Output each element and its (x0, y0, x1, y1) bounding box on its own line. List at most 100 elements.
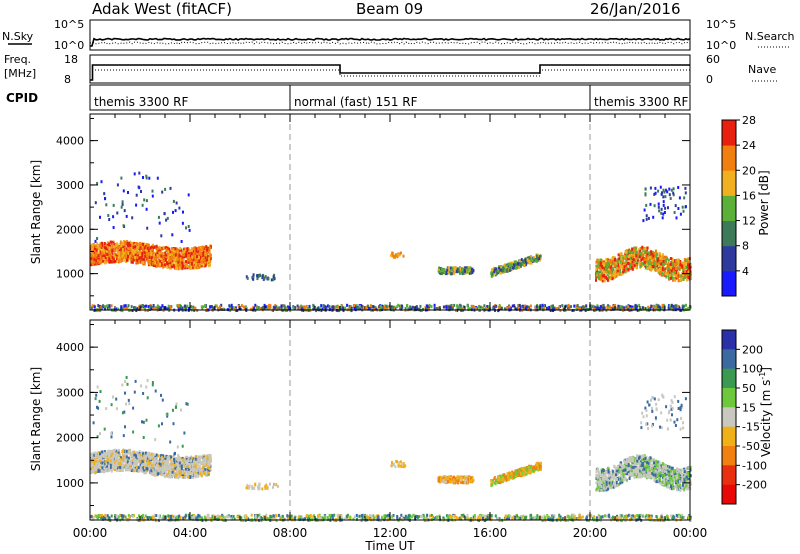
range-gate-point (201, 262, 204, 266)
range-gate-point (647, 305, 650, 309)
range-gate-point (118, 249, 121, 253)
range-gate-point (618, 257, 621, 261)
range-gate-point (575, 307, 578, 311)
range-gate-point (492, 307, 495, 311)
range-gate-point (169, 257, 172, 261)
range-gate-point (392, 305, 395, 309)
range-gate-point (183, 255, 186, 259)
range-gate-point (679, 259, 682, 263)
range-gate-point (173, 465, 176, 469)
range-gate-point (595, 278, 597, 282)
range-gate-point (486, 305, 489, 309)
range-gate-point (135, 193, 138, 197)
range-gate-point (358, 305, 361, 308)
range-gate-point (190, 251, 193, 255)
range-gate-point (490, 272, 493, 275)
range-gate-point (509, 266, 512, 270)
range-gate-point (687, 263, 689, 267)
range-gate-point (641, 253, 644, 256)
range-gate-point (676, 262, 679, 266)
range-gate-point (156, 260, 159, 264)
range-gate-point (129, 243, 132, 247)
range-gate-point (312, 307, 315, 311)
range-gate-point (139, 468, 142, 472)
range-gate-point (192, 475, 195, 479)
range-gate-point (506, 268, 509, 272)
range-gate-point (252, 273, 255, 277)
range-gate-point (479, 305, 482, 309)
range-gate-point (385, 304, 388, 308)
range-gate-point (650, 260, 653, 264)
range-gate-point (130, 305, 133, 309)
range-gate-point (90, 465, 93, 469)
range-gate-point (550, 305, 553, 309)
range-gate-point (140, 465, 143, 469)
range-gate-point (161, 246, 164, 250)
range-gate-point (199, 255, 202, 259)
range-gate-point (303, 305, 306, 309)
range-gate-point (316, 307, 319, 311)
range-gate-point (369, 304, 372, 308)
range-gate-point (116, 248, 119, 252)
range-gate-point (98, 462, 100, 466)
range-gate-point (675, 216, 678, 220)
range-gate-point (132, 258, 135, 261)
range-gate-point (500, 265, 503, 269)
range-gate-point (187, 225, 190, 228)
range-gate-point (442, 269, 445, 273)
cpid-segment-label: normal (fast) 151 RF (294, 95, 418, 109)
range-gate-point (640, 307, 643, 311)
range-gate-point (146, 246, 149, 250)
range-gate-point (137, 469, 140, 473)
range-gate-point (94, 464, 97, 468)
range-gate-point (502, 266, 505, 270)
range-gate-point (188, 260, 191, 264)
range-gate-point (105, 243, 107, 247)
range-gate-point (199, 248, 202, 252)
range-gate-point (561, 304, 564, 308)
range-gate-point (611, 275, 614, 279)
range-gate-point (663, 211, 666, 214)
range-gate-point (457, 267, 460, 271)
range-gate-point (180, 248, 183, 252)
range-gate-point (175, 459, 178, 463)
colorbar-segment (722, 120, 736, 146)
range-gate-point (463, 269, 466, 273)
range-gate-point (647, 216, 650, 220)
range-gate-point (141, 258, 144, 262)
range-gate-point (234, 307, 237, 311)
range-gate-point (629, 260, 632, 264)
beam-title: Beam 09 (356, 0, 423, 18)
range-gate-point (169, 251, 172, 255)
range-gate-point (266, 307, 269, 311)
range-gate-point (167, 250, 170, 254)
range-gate-point (659, 259, 662, 263)
range-gate-point (641, 247, 644, 251)
range-gate-point (105, 250, 108, 254)
range-gate-point (97, 252, 99, 256)
range-gate-point (124, 304, 127, 308)
range-gate-point (595, 306, 598, 310)
range-gate-point (174, 258, 177, 262)
range-gate-point (632, 258, 635, 261)
range-gate-point (196, 251, 199, 255)
range-gate-point (189, 305, 192, 309)
range-gate-point (188, 473, 191, 476)
range-gate-point (159, 255, 162, 259)
range-gate-point (123, 465, 125, 469)
range-gate-point (610, 271, 613, 275)
range-gate-point (193, 456, 196, 460)
range-gate-point (208, 247, 211, 251)
range-gate-point (609, 263, 612, 267)
range-gate-point (375, 307, 378, 311)
range-gate-point (156, 456, 158, 460)
range-gate-point (108, 304, 111, 308)
range-gate-point (592, 304, 595, 308)
range-gate-point (160, 234, 163, 238)
range-gate-point (194, 250, 197, 254)
range-gate-point (159, 458, 162, 462)
range-gate-point (289, 309, 292, 313)
range-gate-point (94, 244, 97, 248)
range-gate-point (192, 305, 195, 309)
range-gate-point (689, 277, 692, 281)
